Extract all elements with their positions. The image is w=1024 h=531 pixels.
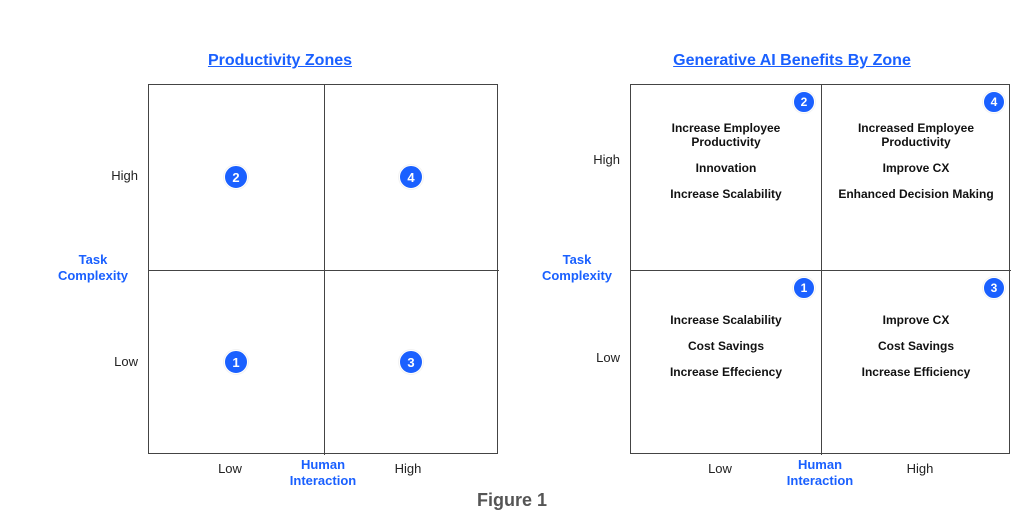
right-badge-tr: 4	[983, 91, 1005, 113]
left-x-label-text: Human Interaction	[290, 457, 356, 488]
right-y-label: Task Complexity	[532, 252, 622, 285]
left-panel-title: Productivity Zones	[140, 52, 420, 70]
left-badge-tr: 4	[399, 165, 423, 189]
left-x-label: Human Interaction	[273, 457, 373, 490]
right-cell-bl-line1: Cost Savings	[641, 339, 811, 353]
right-cell-tr-line0: Increased Employee Productivity	[831, 121, 1001, 149]
left-grid: 2 4 1 3	[148, 84, 498, 454]
right-x-label-text: Human Interaction	[787, 457, 853, 488]
right-x-label: Human Interaction	[770, 457, 870, 490]
right-badge-tl: 2	[793, 91, 815, 113]
right-badge-br: 3	[983, 277, 1005, 299]
left-y-tick-high: High	[78, 168, 138, 183]
right-cell-bl-line2: Increase Effeciency	[641, 365, 811, 379]
right-cell-tl-line2: Increase Scalability	[641, 187, 811, 201]
page: Productivity Zones 2 4 1 3 Task Complexi…	[0, 0, 1024, 531]
right-cell-tr-line2: Enhanced Decision Making	[831, 187, 1001, 201]
left-badge-bl: 1	[224, 350, 248, 374]
right-badge-bl: 1	[793, 277, 815, 299]
right-grid: 2 4 1 3 Increase Employee Productivity I…	[630, 84, 1010, 454]
right-y-label-text: Task Complexity	[542, 252, 612, 283]
right-cell-br-line1: Cost Savings	[831, 339, 1001, 353]
left-panel: Productivity Zones 2 4 1 3 Task Complexi…	[0, 0, 512, 500]
left-divider-horizontal	[149, 270, 499, 271]
right-cell-bl-line0: Increase Scalability	[641, 313, 811, 327]
figure-caption: Figure 1	[432, 490, 592, 511]
left-y-label-text: Task Complexity	[58, 252, 128, 283]
right-panel: Generative AI Benefits By Zone 2 4 1 3 I…	[512, 0, 1024, 500]
right-divider-horizontal	[631, 270, 1011, 271]
left-x-tick-high: High	[378, 461, 438, 476]
right-cell-tr: Increased Employee Productivity Improve …	[831, 121, 1001, 201]
right-y-tick-high: High	[560, 152, 620, 167]
right-cell-tr-line1: Improve CX	[831, 161, 1001, 175]
right-panel-title: Generative AI Benefits By Zone	[632, 52, 952, 70]
left-y-tick-low: Low	[78, 354, 138, 369]
right-cell-br-line2: Increase Efficiency	[831, 365, 1001, 379]
right-cell-tl-line0: Increase Employee Productivity	[641, 121, 811, 149]
right-y-tick-low: Low	[560, 350, 620, 365]
left-badge-tl: 2	[224, 165, 248, 189]
right-x-tick-high: High	[890, 461, 950, 476]
left-x-tick-low: Low	[200, 461, 260, 476]
right-cell-bl: Increase Scalability Cost Savings Increa…	[641, 313, 811, 379]
right-cell-tl: Increase Employee Productivity Innovatio…	[641, 121, 811, 201]
right-x-tick-low: Low	[690, 461, 750, 476]
right-cell-tl-line1: Innovation	[641, 161, 811, 175]
left-badge-br: 3	[399, 350, 423, 374]
right-cell-br-line0: Improve CX	[831, 313, 1001, 327]
left-y-label: Task Complexity	[48, 252, 138, 285]
right-cell-br: Improve CX Cost Savings Increase Efficie…	[831, 313, 1001, 379]
